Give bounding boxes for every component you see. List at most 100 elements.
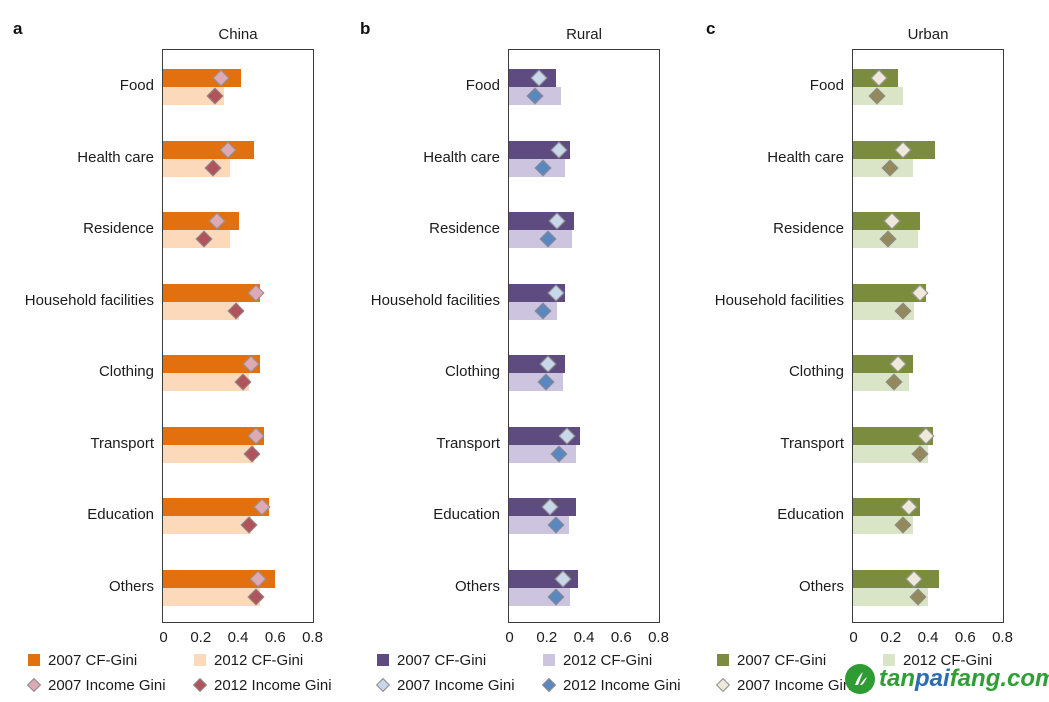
bar-2012-cf-gini — [509, 373, 563, 392]
x-axis-tick-label: 0.6 — [954, 629, 976, 646]
bar-2012-cf-gini — [163, 373, 249, 392]
panel-title-urban: Urban — [907, 26, 949, 43]
bar-2007-cf-gini — [163, 426, 264, 445]
legend-label: 2012 Income Gini — [214, 676, 332, 694]
category-label: Others — [798, 577, 844, 595]
watermark-tanpaifang: tanpaifang.com — [845, 664, 1049, 694]
category-label: Household facilities — [370, 291, 500, 309]
legend-label: 2012 Income Gini — [563, 676, 681, 694]
bar-2012-cf-gini — [853, 587, 928, 606]
category-label: Transport — [90, 434, 154, 452]
watermark-text-part: fang — [949, 665, 1001, 692]
category-label: Household facilities — [714, 291, 844, 309]
x-axis-tick-label: 0 — [505, 629, 514, 646]
panel-letter-b: b — [360, 19, 371, 38]
plot-area-china — [162, 49, 314, 623]
legend-item: 2007 Income Gini — [375, 675, 543, 695]
x-axis-tick-label: 0.2 — [190, 629, 212, 646]
bar-2012-cf-gini — [853, 444, 928, 463]
bar-2012-cf-gini — [163, 444, 255, 463]
legend-square-icon — [717, 654, 729, 666]
x-axis-tick-label: 0.4 — [917, 629, 939, 646]
x-axis-tick-label: 0.6 — [264, 629, 286, 646]
panel-letter-a: a — [13, 19, 23, 38]
legend-label: 2007 CF-Gini — [737, 651, 827, 669]
legend-square-icon — [28, 654, 40, 666]
x-axis-tick-label: 0 — [159, 629, 168, 646]
legend-label: 2012 CF-Gini — [214, 651, 304, 669]
x-axis-tick-label: 0.8 — [302, 629, 323, 646]
category-label: Transport — [436, 434, 500, 452]
category-label: Residence — [429, 220, 500, 238]
legend-item: 2007 Income Gini — [26, 675, 194, 695]
legend-diamond-icon — [26, 677, 42, 693]
legend: 2007 CF-Gini 2012 CF-Gini 2007 Income Gini — [715, 650, 992, 695]
legend-square-icon — [543, 654, 555, 666]
x-axis-tick-label: 0.6 — [610, 629, 632, 646]
category-label: Food — [809, 77, 844, 94]
x-axis-tick-label: 0.2 — [536, 629, 558, 646]
legend-label: 2007 Income Gini — [737, 676, 855, 694]
plot-area-urban — [852, 49, 1004, 623]
legend-diamond-icon — [541, 677, 557, 693]
bar-2007-cf-gini — [509, 355, 565, 374]
bar-2007-cf-gini — [163, 283, 260, 302]
legend-label: 2007 Income Gini — [397, 676, 515, 694]
bar-2007-cf-gini — [163, 212, 240, 231]
x-axis-tick-label: 0.8 — [992, 629, 1013, 646]
legend-label: 2012 CF-Gini — [903, 651, 993, 669]
category-label: Education — [87, 506, 154, 524]
category-label: Clothing — [98, 363, 154, 381]
category-label: Health care — [767, 148, 844, 166]
legend-label: 2007 CF-Gini — [397, 651, 487, 669]
legend-diamond-icon — [375, 677, 391, 693]
legend-square-icon — [377, 654, 389, 666]
category-label: Food — [465, 77, 500, 94]
panel-title-rural: Rural — [566, 26, 602, 43]
bar-2007-cf-gini — [853, 569, 939, 588]
bar-2007-cf-gini — [163, 569, 275, 588]
x-axis-tick-label: 0 — [849, 629, 858, 646]
category-label: Clothing — [788, 363, 844, 381]
legend-square-icon — [194, 654, 206, 666]
category-label: Others — [454, 577, 500, 595]
category-label: Health care — [77, 148, 154, 166]
category-label: Transport — [780, 434, 844, 452]
category-label: Education — [433, 506, 500, 524]
watermark-text-part: .com — [1000, 665, 1049, 692]
bar-2012-cf-gini — [163, 301, 240, 320]
category-label: Household facilities — [24, 291, 154, 309]
x-axis-tick-label: 0.8 — [648, 629, 669, 646]
bar-2007-cf-gini — [853, 140, 935, 159]
legend-item: 2012 CF-Gini — [194, 650, 332, 670]
legend-diamond-icon — [715, 677, 731, 693]
category-label: Food — [119, 77, 154, 94]
legend-label: 2007 CF-Gini — [48, 651, 138, 669]
category-label: Clothing — [444, 363, 500, 381]
category-label: Residence — [83, 220, 154, 238]
legend-item: 2012 CF-Gini — [883, 650, 992, 670]
watermark-text: tanpaifang.com — [879, 665, 1049, 693]
panel-letter-c: c — [706, 19, 716, 38]
watermark-text-part: tan — [879, 665, 915, 692]
legend-label: 2012 CF-Gini — [563, 651, 653, 669]
bar-2007-cf-gini — [163, 140, 255, 159]
x-axis-tick-label: 0.2 — [880, 629, 902, 646]
legend-item: 2012 CF-Gini — [543, 650, 681, 670]
watermark-text-part: pai — [915, 665, 950, 692]
tanpaifang-logo-icon — [845, 664, 875, 694]
legend-label: 2007 Income Gini — [48, 676, 166, 694]
legend-item: 2007 CF-Gini — [377, 650, 543, 670]
legend-item: 2012 Income Gini — [192, 675, 332, 695]
category-label: Others — [108, 577, 154, 595]
category-label: Residence — [773, 220, 844, 238]
bar-2012-cf-gini — [163, 516, 251, 535]
legend-item: 2007 CF-Gini — [717, 650, 883, 670]
legend-item: 2012 Income Gini — [541, 675, 681, 695]
plot-area-rural — [508, 49, 660, 623]
bar-2007-cf-gini — [163, 355, 260, 374]
bar-2007-cf-gini — [853, 283, 926, 302]
category-label: Health care — [423, 148, 500, 166]
x-axis-tick-label: 0.4 — [227, 629, 249, 646]
